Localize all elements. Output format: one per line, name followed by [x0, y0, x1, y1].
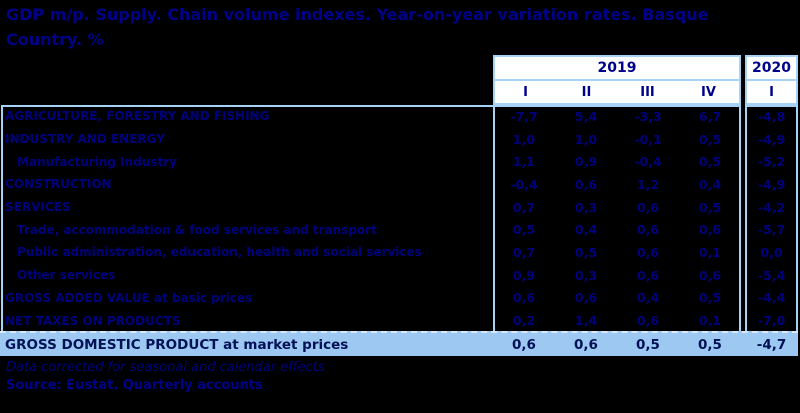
value-cell: 0,5	[698, 199, 722, 215]
table-row: CONSTRUCTION -0,4 0,6 1,2 0,4 -4,9	[0, 173, 798, 196]
row-label: AGRICULTURE, FORESTRY AND FISHING	[5, 109, 270, 124]
value-cell: 0,5	[512, 222, 536, 238]
value-cell: 0,6	[636, 267, 660, 283]
value-cell: 0,5	[698, 290, 722, 306]
value-cell: -4,4	[757, 290, 786, 306]
value-cell: 0,2	[512, 313, 536, 329]
value-cell: 0,7	[512, 199, 536, 215]
value-cell: 0,3	[574, 267, 598, 283]
row-label: GROSS ADDED VALUE at basic prices	[5, 290, 253, 305]
table-body-frame-2020	[745, 105, 798, 332]
year-header-2019: 2019	[495, 57, 739, 81]
table-row: Manufacturing Industry 1,1 0,9 -0,4 0,5 -5,2	[0, 150, 798, 173]
table-row: AGRICULTURE, FORESTRY AND FISHING -7,7 5,4…	[0, 105, 798, 128]
gdp-value-cell: -4,7	[756, 336, 787, 353]
table-header-2020: 2020 I	[745, 55, 798, 105]
value-cell: 0,1	[698, 244, 722, 260]
table-row: Public administration, education, health…	[0, 241, 798, 264]
value-cell: -4,9	[757, 176, 786, 192]
value-cell: 1,4	[574, 313, 598, 329]
value-cell: 0,6	[574, 290, 598, 306]
value-cell: 0,6	[512, 290, 536, 306]
value-cell: 0,6	[636, 244, 660, 260]
year-header-2020: 2020	[747, 57, 796, 81]
value-cell: -4,9	[757, 131, 786, 147]
value-cell: 0,5	[574, 244, 598, 260]
row-label: Other services	[17, 268, 116, 283]
label-data-divider	[493, 105, 495, 332]
value-cell: 0,6	[698, 267, 722, 283]
value-cell: -0,1	[634, 131, 662, 147]
value-cell: 0,5	[698, 154, 722, 170]
value-cell: 1,2	[636, 176, 660, 192]
quarter-header-row-2019: I II III IV	[495, 81, 739, 103]
value-cell: 0,4	[636, 290, 660, 306]
page-title: GDP m/p. Supply. Chain volume indexes. Y…	[6, 5, 709, 49]
table-row: Other services 0,9 0,3 0,6 0,6 -5,4	[0, 264, 798, 287]
row-label: INDUSTRY AND ENERGY	[5, 132, 165, 147]
row-label: Public administration, education, health…	[17, 245, 422, 260]
value-cell: 1,1	[512, 154, 536, 170]
value-cell: 0,4	[698, 176, 722, 192]
gdp-total-label: GROSS DOMESTIC PRODUCT at market prices	[5, 336, 349, 353]
gdp-value-cell: 0,6	[512, 336, 536, 353]
value-cell: -5,2	[757, 154, 786, 170]
value-cell: -4,2	[757, 199, 786, 215]
table-row: SERVICES 0,7 0,3 0,6 0,5 -4,2	[0, 196, 798, 219]
gdp-value-cell: 0,5	[636, 336, 660, 353]
value-cell: -0,4	[634, 154, 662, 170]
row-label: SERVICES	[5, 200, 71, 215]
value-cell: 1,0	[574, 131, 598, 147]
value-cell: 0,1	[698, 313, 722, 329]
gdp-value-cell: 0,5	[698, 336, 722, 353]
value-cell: 0,3	[574, 199, 598, 215]
value-cell: 0,4	[574, 222, 598, 238]
table-header-2019: 2019 I II III IV	[493, 55, 741, 105]
value-cell: 0,6	[574, 176, 598, 192]
quarter-header: II	[581, 84, 592, 100]
value-cell: 0,6	[636, 313, 660, 329]
table-rows: AGRICULTURE, FORESTRY AND FISHING -7,7 5,4…	[0, 105, 798, 332]
table-row: NET TAXES ON PRODUCTS 0,2 1,4 0,6 0,1 -7,0	[0, 309, 798, 332]
row-label: Manufacturing Industry	[17, 154, 177, 169]
row-label: NET TAXES ON PRODUCTS	[5, 313, 181, 328]
value-cell: -0,4	[510, 176, 538, 192]
value-cell: 0,0	[760, 244, 783, 260]
value-cell: -3,3	[634, 108, 662, 124]
gdp-total-row: GROSS DOMESTIC PRODUCT at market prices …	[0, 331, 798, 356]
table-body-frame	[1, 105, 741, 332]
value-cell: -5,7	[757, 222, 786, 238]
source-line: Source: Eustat. Quarterly accounts	[6, 378, 263, 393]
gdp-value-cell: 0,6	[574, 336, 598, 353]
value-cell: 5,4	[574, 108, 598, 124]
quarter-header-row-2020: I	[747, 81, 796, 103]
value-cell: 0,9	[574, 154, 598, 170]
footnote: Data corrected for seasonal and calendar…	[6, 360, 325, 375]
value-cell: 0,9	[512, 267, 536, 283]
value-cell: 6,7	[698, 108, 722, 124]
value-cell: 0,6	[636, 222, 660, 238]
value-cell: 0,6	[698, 222, 722, 238]
quarter-header: IV	[701, 84, 716, 100]
value-cell: 0,5	[698, 131, 722, 147]
value-cell: 0,7	[512, 244, 536, 260]
row-label: Trade, accommodation & food services and…	[17, 222, 377, 237]
value-cell: -4,8	[757, 108, 786, 124]
value-cell: -7,7	[510, 108, 538, 124]
row-label: CONSTRUCTION	[5, 177, 112, 192]
quarter-header: I	[769, 84, 774, 100]
table-row: GROSS ADDED VALUE at basic prices 0,6 0,6 0…	[0, 287, 798, 310]
table-row: Trade, accommodation & food services and…	[0, 218, 798, 241]
table-row: INDUSTRY AND ENERGY 1,0 1,0 -0,1 0,5 -4,9	[0, 128, 798, 151]
value-cell: -5,4	[757, 267, 786, 283]
quarter-header: III	[640, 84, 655, 100]
value-cell: 0,6	[636, 199, 660, 215]
value-cell: -7,0	[757, 313, 786, 329]
value-cell: 1,0	[512, 131, 536, 147]
quarter-header: I	[523, 84, 528, 100]
